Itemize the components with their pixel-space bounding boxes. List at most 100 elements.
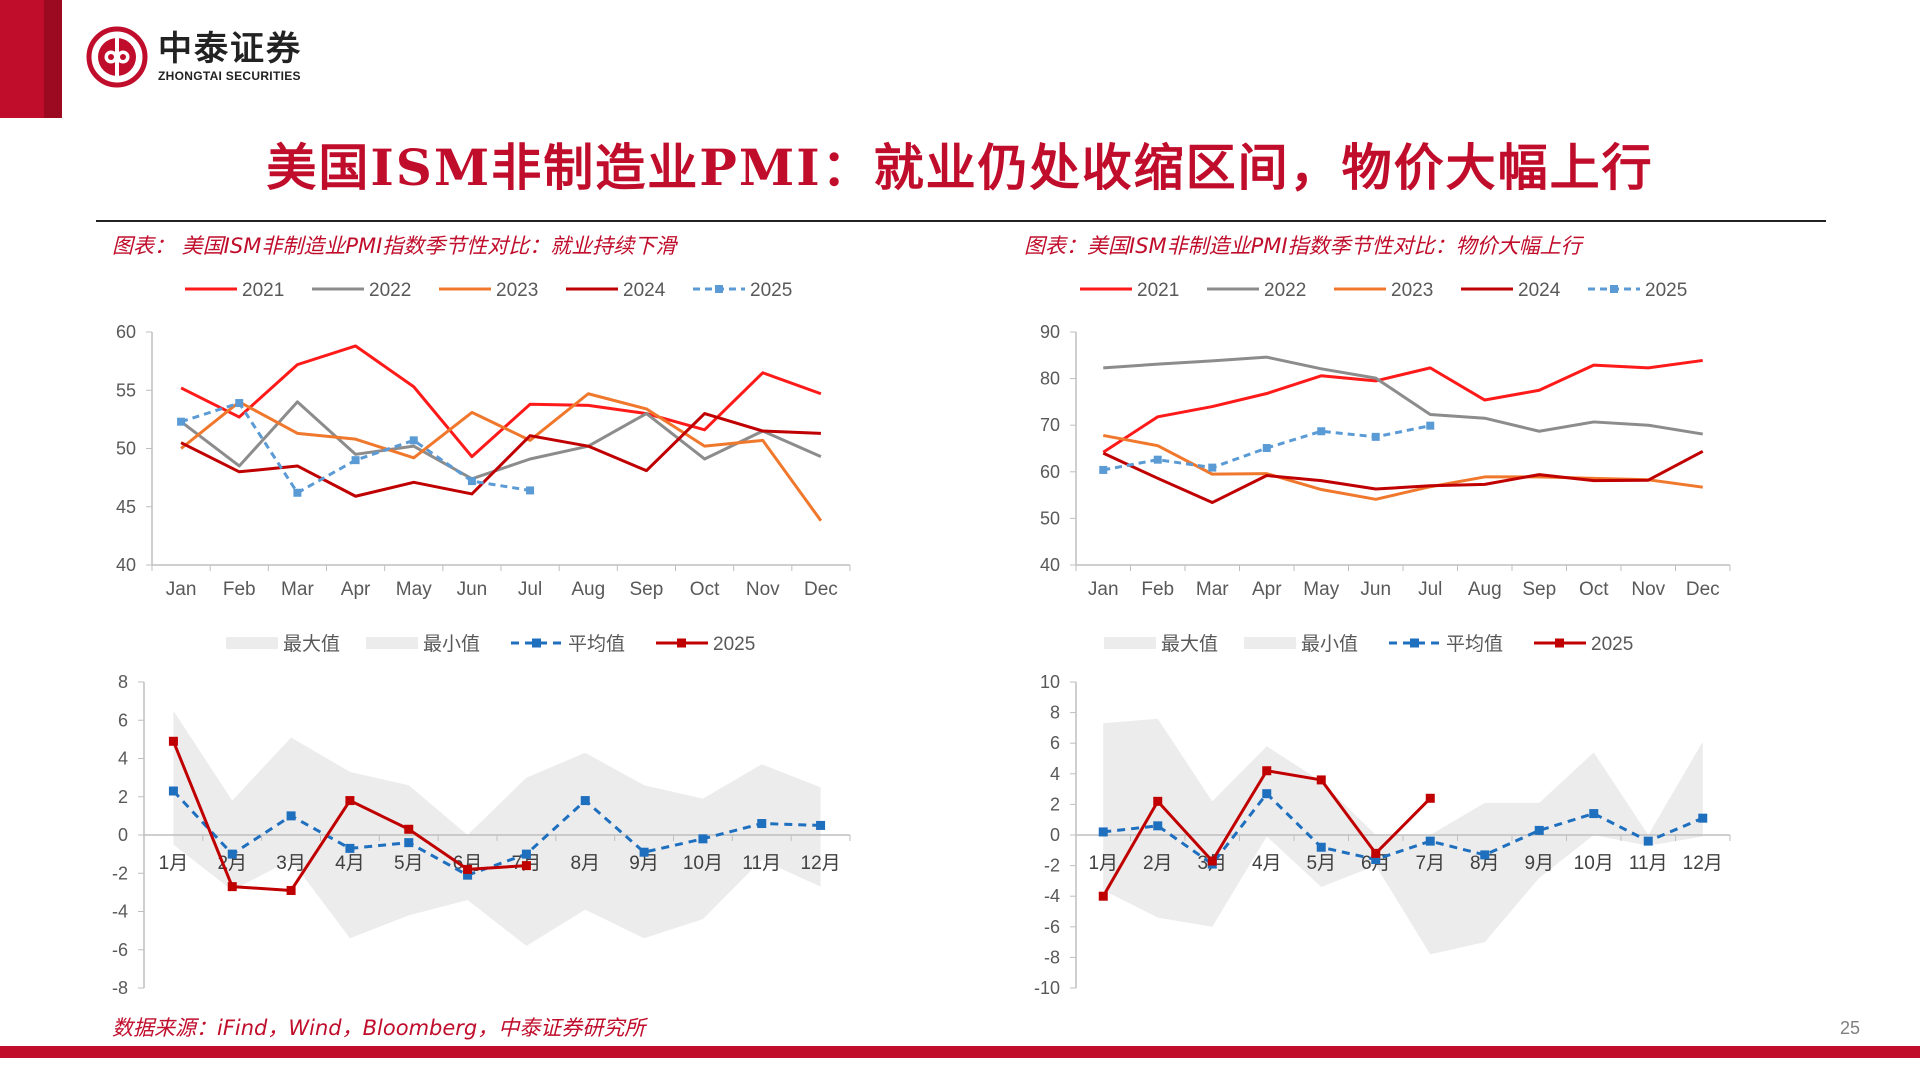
legend-label-average: 平均值 (1446, 633, 1503, 655)
corner-accent (0, 0, 62, 118)
series-line-2023 (180, 392, 823, 522)
series-point-average-1 (1153, 821, 1163, 831)
legend-label-2022: 2022 (1264, 280, 1306, 301)
series-point-average-8 (1534, 825, 1544, 835)
series-line-2021 (1102, 358, 1703, 454)
x-tick-label-jul: Jul (518, 579, 542, 600)
legend-marker-average (1410, 638, 1419, 648)
series-point-2025-3 (1262, 766, 1272, 776)
series-point-2025-5 (1371, 432, 1380, 441)
x-tick-label-apr: Apr (341, 579, 371, 600)
y-tick-label-6: -6 (1044, 917, 1060, 937)
logo-chinese-name: 中泰证券 (158, 29, 302, 69)
y-tick-label-2: 2 (118, 787, 128, 807)
x-tick-label-9: 9月 (1524, 853, 1554, 874)
x-tick-label-aug: Aug (1468, 579, 1502, 600)
legend-label-2025: 2025 (1645, 280, 1687, 301)
y-tick-label-4: 4 (118, 749, 128, 769)
y-tick-label-6: 6 (1050, 733, 1060, 753)
y-tick-label-6: -6 (112, 940, 128, 960)
series-point-2025-6 (521, 861, 531, 871)
series-point-2025-2 (293, 488, 302, 497)
series-point-2025-1 (1153, 455, 1162, 464)
data-source-note: 数据来源：iFind，Wind，Bloomberg，中泰证券研究所 (112, 1016, 646, 1040)
series-point-2025-0 (177, 417, 186, 426)
series-line-2024 (180, 412, 821, 498)
series-point-2025-1 (1153, 796, 1163, 806)
legend-marker-2025 (677, 638, 686, 648)
legend-swatch-max (226, 637, 278, 649)
series-line-2024 (1102, 449, 1704, 505)
series-line-2022 (180, 400, 822, 481)
series-point-average-0 (1098, 827, 1108, 837)
legend-label-2021: 2021 (242, 280, 284, 301)
series-point-2025-5 (463, 864, 473, 874)
y-tick-label-8: -8 (1044, 947, 1060, 967)
legend-label-2022: 2022 (369, 280, 411, 301)
series-point-2025-2 (1208, 463, 1217, 472)
x-tick-label-4: 4月 (1252, 853, 1282, 874)
series-point-2025-6 (526, 486, 535, 495)
x-tick-label-mar: Mar (281, 579, 314, 600)
slide-title: 美国ISM非制造业PMI：就业仍处收缩区间，物价大幅上行 (266, 138, 1654, 197)
series-point-average-11 (1698, 813, 1708, 823)
x-tick-label-9: 9月 (629, 853, 659, 874)
y-tick-label-80: 80 (1040, 369, 1060, 389)
y-tick-label-2: -2 (1044, 856, 1060, 876)
series-point-average-6 (521, 849, 531, 859)
x-tick-label-jun: Jun (1360, 579, 1391, 600)
x-tick-label-feb: Feb (1141, 579, 1174, 600)
x-tick-label-2: 2月 (1143, 853, 1173, 874)
series-point-average-9 (698, 834, 708, 844)
series-point-2025-0 (1099, 465, 1108, 474)
y-tick-label-45: 45 (116, 497, 136, 517)
series-point-2025-6 (1426, 421, 1435, 430)
series-point-average-7 (1480, 850, 1490, 860)
legend-label-2025: 2025 (1591, 634, 1633, 655)
series-point-average-11 (816, 820, 826, 830)
x-tick-label-10: 10月 (683, 853, 723, 874)
y-tick-label-2: 2 (1050, 794, 1060, 814)
series-line-2023 (1102, 433, 1703, 501)
series-point-average-3 (345, 843, 355, 853)
y-tick-label-0: 0 (118, 825, 128, 845)
y-tick-label-10: -10 (1034, 978, 1060, 996)
x-tick-label-5: 5月 (1306, 853, 1336, 874)
series-point-2025-4 (1317, 427, 1326, 436)
y-tick-label-40: 40 (1040, 555, 1060, 575)
logo-english-name: ZHONGTAI SECURITIES (158, 69, 301, 83)
employment-mom-band-chart: -8-6-4-2024681月2月3月4月5月6月7月8月9月10月11月12月… (112, 633, 851, 996)
legend-label-min: 最小值 (1301, 633, 1358, 655)
x-tick-label-may: May (396, 579, 432, 600)
x-tick-label-mar: Mar (1196, 579, 1229, 600)
series-point-average-6 (1425, 836, 1435, 846)
band-max-min-area (173, 710, 821, 946)
series-line-2022 (1103, 355, 1703, 436)
x-tick-label-11: 11月 (1629, 853, 1668, 874)
series-point-2025-2 (286, 885, 296, 895)
legend-swatch-max (1104, 637, 1156, 649)
series-point-average-4 (404, 838, 414, 848)
series-point-2025-4 (1316, 775, 1326, 785)
series-point-2025-0 (168, 736, 178, 746)
company-logo: 中泰证券 ZHONGTAI SECURITIES (86, 26, 302, 88)
legend-label-2023: 2023 (1391, 280, 1433, 301)
series-point-2025-4 (409, 436, 418, 445)
employment-seasonal-chart: 40 45 50 55 60 Jan Feb Mar Apr May Jun Jul Aug Sep Oct… (116, 280, 851, 600)
y-tick-label-4: 4 (1050, 764, 1060, 784)
x-tick-label-5: 5月 (394, 853, 424, 874)
legend-label-max: 最大值 (283, 633, 340, 655)
legend-swatch-min (366, 637, 418, 649)
y-tick-label-70: 70 (1040, 415, 1060, 435)
prices-seasonal-chart: 40 50 60 70 80 90 Jan Feb Mar Apr May Jun Jul Aug Sep O… (1040, 280, 1731, 600)
legend-swatch-min (1244, 637, 1296, 649)
series-point-2025-1 (235, 399, 244, 408)
series-point-average-10 (757, 819, 767, 829)
series-point-average-2 (286, 811, 296, 821)
y-tick-label-4: -4 (1044, 886, 1060, 906)
y-tick-label-2: -2 (112, 863, 128, 883)
series-point-2025-3 (1262, 444, 1271, 453)
x-tick-label-3: 3月 (276, 853, 306, 874)
title-rule (96, 220, 1826, 222)
y-tick-label-60: 60 (1040, 462, 1060, 482)
